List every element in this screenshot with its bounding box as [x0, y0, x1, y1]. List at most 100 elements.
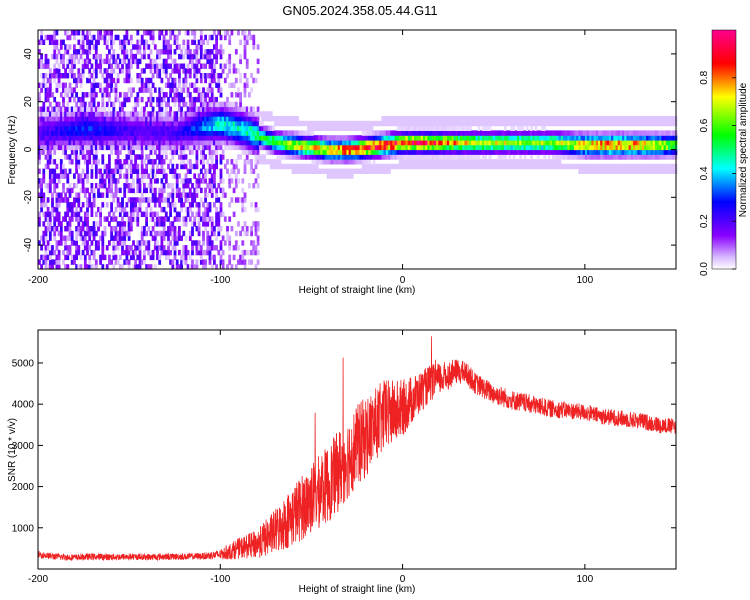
heatmap-cell: [151, 226, 155, 232]
heatmap-cell: [110, 44, 113, 50]
heatmap-cell: [385, 120, 389, 127]
heatmap-cell: [495, 159, 498, 165]
heatmap-cell: [232, 116, 236, 122]
heatmap-cell: [116, 63, 120, 69]
heatmap-cell: [66, 130, 70, 136]
heatmap-cell: [171, 135, 175, 141]
heatmap-cell: [311, 154, 315, 160]
heatmap-cell: [228, 68, 232, 74]
heatmap-cell: [68, 226, 72, 232]
heatmap-cell: [114, 206, 118, 213]
heatmap-cell: [230, 264, 234, 270]
heatmap-cell: [672, 139, 676, 146]
heatmap-cell: [184, 125, 188, 131]
heatmap-cell: [444, 154, 448, 160]
heatmap-cell: [88, 120, 92, 127]
heatmap-cell: [64, 254, 67, 261]
heatmap-cell: [243, 264, 247, 270]
heatmap-cell: [363, 149, 367, 155]
heatmap-cell: [186, 39, 190, 45]
heatmap-cell: [420, 135, 424, 141]
heatmap-cell: [48, 211, 52, 217]
heatmap-cell: [453, 163, 457, 170]
heatmap-cell: [252, 221, 256, 227]
heatmap-cell: [48, 154, 52, 160]
heatmap-cell: [101, 249, 105, 256]
heatmap-cell: [118, 68, 122, 74]
heatmap-cell: [652, 144, 656, 151]
heatmap-cell: [191, 211, 194, 217]
heatmap-cell: [38, 183, 41, 189]
heatmap-cell: [171, 245, 175, 251]
heatmap-cell: [191, 230, 194, 237]
heatmap-cell: [584, 149, 588, 155]
heatmap-cell: [405, 154, 409, 160]
heatmap-cell: [169, 30, 172, 36]
heatmap-cell: [143, 135, 146, 141]
heatmap-cell: [136, 183, 140, 189]
heatmap-cell: [206, 216, 210, 222]
heatmap-cell: [368, 135, 372, 141]
heatmap-cell: [73, 77, 76, 84]
heatmap-cell: [51, 130, 54, 136]
heatmap-cell: [64, 211, 67, 217]
heatmap-cell: [252, 106, 256, 112]
heatmap-cell: [153, 87, 157, 93]
heatmap-cell: [668, 120, 671, 127]
heatmap-cell: [178, 192, 181, 198]
heatmap-cell: [304, 139, 308, 146]
heatmap-cell: [423, 130, 426, 136]
heatmap-cell: [320, 168, 323, 174]
heatmap-cell: [552, 154, 555, 160]
heatmap-cell: [213, 144, 216, 151]
heatmap-cell: [219, 254, 223, 261]
heatmap-cell: [475, 144, 479, 151]
heatmap-cell: [193, 135, 197, 141]
heatmap-cell: [173, 216, 177, 222]
heatmap-cell: [580, 130, 584, 136]
heatmap-cell: [652, 135, 656, 141]
heatmap-cell: [188, 178, 192, 184]
heatmap-cell: [206, 240, 210, 246]
heatmap-cell: [145, 130, 148, 136]
heatmap-cell: [228, 101, 232, 108]
heatmap-cell: [309, 125, 312, 131]
heatmap-cell: [213, 101, 216, 108]
heatmap-cell: [309, 168, 312, 174]
heatmap-cell: [206, 125, 210, 131]
heatmap-cell: [188, 68, 192, 74]
heatmap-cell: [407, 139, 411, 146]
heatmap-cell: [143, 249, 146, 256]
heatmap-cell: [59, 135, 63, 141]
heatmap-cell: [191, 259, 194, 265]
heatmap-cell: [158, 259, 162, 265]
heatmap-cell: [554, 139, 557, 146]
heatmap-cell: [188, 111, 192, 117]
heatmap-cell: [495, 135, 498, 141]
heatmap-cell: [127, 77, 131, 84]
heatmap-cell: [151, 96, 155, 103]
heatmap-cell: [175, 216, 179, 222]
heatmap-cell: [97, 245, 100, 251]
heatmap-cell: [62, 197, 65, 203]
heatmap-cell: [90, 183, 94, 189]
heatmap-cell: [191, 192, 194, 198]
heatmap-cell: [401, 149, 404, 155]
heatmap-cell: [112, 226, 116, 232]
heatmap-cell: [206, 183, 210, 189]
heatmap-cell: [55, 106, 59, 112]
heatmap-cell: [232, 111, 236, 117]
heatmap-cell: [193, 130, 197, 136]
heatmap-cell: [337, 149, 341, 155]
heatmap-cell: [108, 34, 111, 41]
heatmap-cell: [482, 163, 485, 170]
heatmap-cell: [202, 87, 205, 93]
heatmap-cell: [398, 125, 402, 131]
heatmap-cell: [147, 82, 151, 88]
heatmap-cell: [324, 149, 328, 155]
heatmap-cell: [398, 139, 402, 146]
heatmap-cell: [197, 183, 201, 189]
heatmap-cell: [589, 144, 592, 151]
heatmap-cell: [186, 116, 190, 122]
heatmap-cell: [243, 159, 247, 165]
